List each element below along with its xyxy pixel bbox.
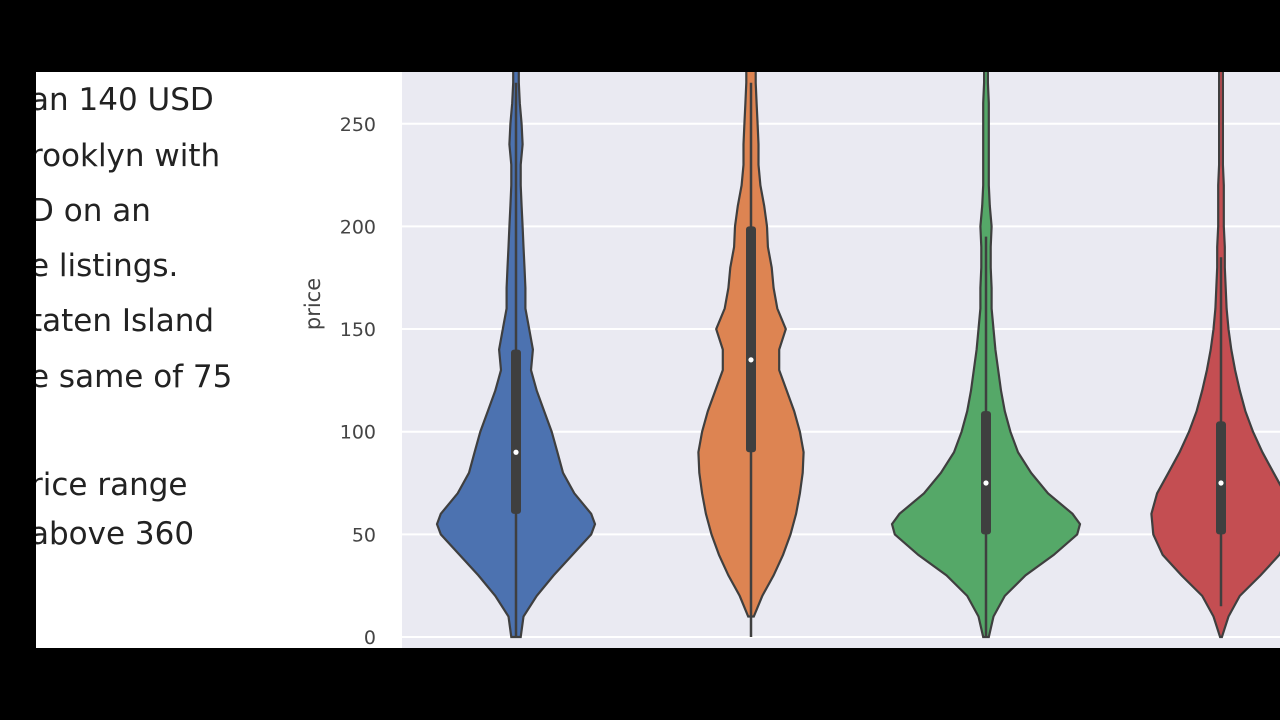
median-marker [513, 449, 519, 455]
y-tick-label: 0 [364, 627, 376, 648]
y-tick-label: 100 [340, 422, 376, 444]
text-line: D on an [36, 193, 151, 229]
video-frame: an 140 USD rooklyn with D on an e listin… [36, 72, 1280, 648]
median-marker [1218, 480, 1224, 486]
text-line: rice range [36, 467, 188, 503]
text-line: an 140 USD [36, 82, 214, 118]
y-tick-label: 150 [340, 319, 376, 341]
text-line: e same of 75 [36, 359, 233, 395]
y-axis-label: price [301, 278, 325, 330]
y-tick-label: 200 [340, 216, 376, 238]
text-panel: an 140 USD rooklyn with D on an e listin… [36, 72, 326, 648]
y-tick-label: 50 [352, 524, 376, 546]
iqr-box [511, 349, 521, 514]
text-line: taten Island [36, 303, 215, 339]
violin-body [1150, 72, 1280, 639]
y-tick-labels: 0 50 100 150 200 250 [340, 114, 376, 648]
median-marker [983, 480, 989, 486]
text-line: above 360 [36, 516, 195, 552]
iqr-box [981, 411, 991, 535]
violin-chart: 0 50 100 150 200 250 price [301, 72, 1280, 648]
y-tick-label: 250 [340, 114, 376, 136]
text-line: rooklyn with [36, 138, 221, 174]
iqr-box [1216, 421, 1226, 535]
median-marker [748, 357, 754, 363]
violins [435, 72, 1280, 639]
grid-lines [402, 122, 1280, 638]
iqr-box [746, 226, 756, 453]
text-line: e listings. [36, 248, 179, 284]
